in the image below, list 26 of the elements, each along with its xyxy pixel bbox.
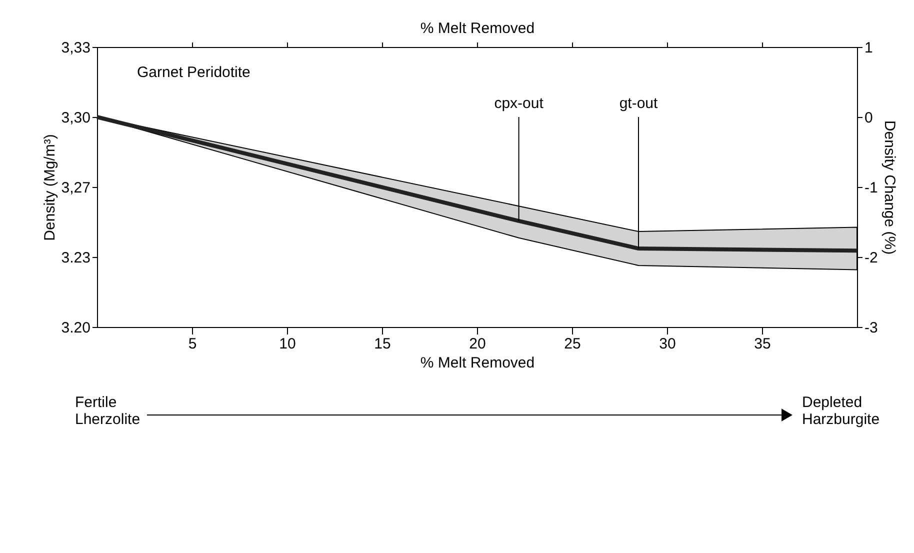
y2-tick-label: -1 (864, 180, 878, 196)
annotation: cpx-out (494, 95, 544, 112)
x-tick-label: 5 (188, 336, 197, 352)
y-tick-label: 3.20 (61, 320, 90, 336)
y2-tick-label: -3 (864, 320, 878, 336)
y2-tick-label: 1 (864, 40, 873, 56)
annotation: Garnet Peridotite (137, 64, 250, 81)
y-tick-label: 3,30 (61, 110, 90, 126)
text: Fertile Lherzolite (75, 394, 140, 428)
y2-tick-label: -2 (864, 250, 878, 266)
y-tick-label: 3.23 (61, 250, 90, 266)
x-tick-label: 10 (279, 336, 296, 352)
x-tick-label: 20 (469, 336, 486, 352)
x-tick-label: 30 (659, 336, 676, 352)
y-tick-label: 3,33 (61, 40, 90, 56)
annotation: gt-out (619, 95, 659, 112)
x-tick-label: 25 (564, 336, 581, 352)
y-axis-title: Density (Mg/m³) (41, 134, 58, 241)
y2-axis-title: Density Change (%) (880, 120, 898, 255)
y-tick-label: 3,27 (61, 180, 90, 196)
x-tick-label: 35 (754, 336, 771, 352)
x-axis-title: % Melt Removed (420, 354, 535, 372)
text: Depleted Harzburgite (802, 394, 880, 428)
x-tick-label: 15 (374, 336, 391, 352)
x2-axis-title: % Melt Removed (420, 20, 535, 37)
y2-tick-label: 0 (864, 110, 873, 126)
